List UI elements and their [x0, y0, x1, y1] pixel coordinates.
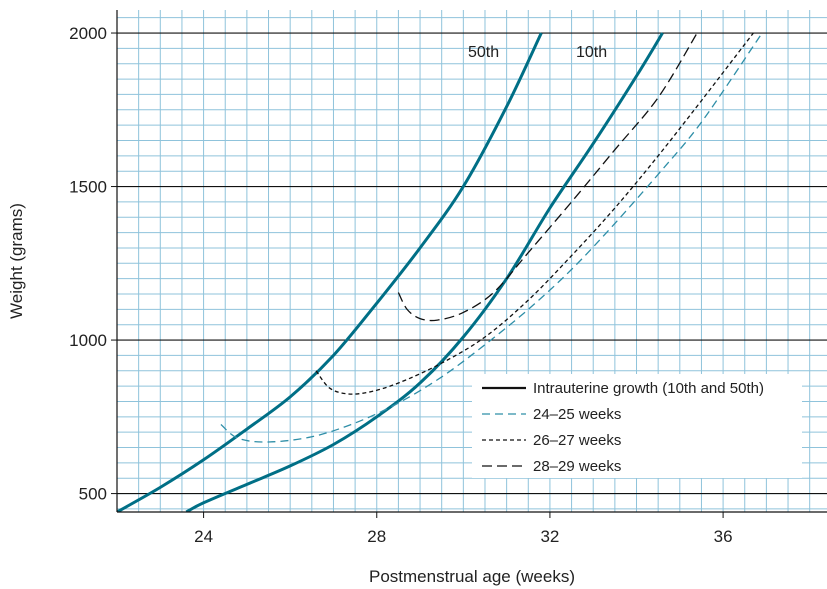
- legend-label-28-29: 28–29 weeks: [533, 458, 621, 475]
- curve-intrauterine-50th: [117, 32, 543, 512]
- x-axis-label: Postmenstrual age (weeks): [369, 567, 575, 586]
- x-tick-label: 36: [714, 527, 733, 546]
- y-axis-label: Weight (grams): [7, 203, 26, 319]
- y-tick-label: 1500: [69, 178, 107, 197]
- y-tick-label: 2000: [69, 24, 107, 43]
- x-tick-label: 32: [540, 527, 559, 546]
- curve-label-50th: 50th: [468, 44, 499, 61]
- series-layer: [117, 32, 763, 512]
- curve-26-27-weeks: [315, 32, 754, 395]
- major-grid: [117, 32, 827, 495]
- curve-label-10th: 10th: [576, 44, 607, 61]
- curve-intrauterine-10th: [185, 32, 664, 512]
- legend: Intrauterine growth (10th and 50th) 24–2…: [472, 374, 802, 478]
- legend-label-26-27: 26–27 weeks: [533, 432, 621, 449]
- legend-background: [472, 374, 802, 478]
- legend-label-intrauterine: Intrauterine growth (10th and 50th): [533, 380, 764, 397]
- curve-28-29-weeks: [397, 32, 698, 322]
- x-tick-label: 24: [194, 527, 213, 546]
- y-tick-label: 500: [79, 485, 107, 504]
- legend-label-24-25: 24–25 weeks: [533, 406, 621, 423]
- y-tick-label: 1000: [69, 331, 107, 350]
- y-ticks: 500 1000 1500 2000: [69, 24, 117, 504]
- x-ticks: 24 28 32 36: [194, 512, 733, 546]
- x-tick-label: 28: [367, 527, 386, 546]
